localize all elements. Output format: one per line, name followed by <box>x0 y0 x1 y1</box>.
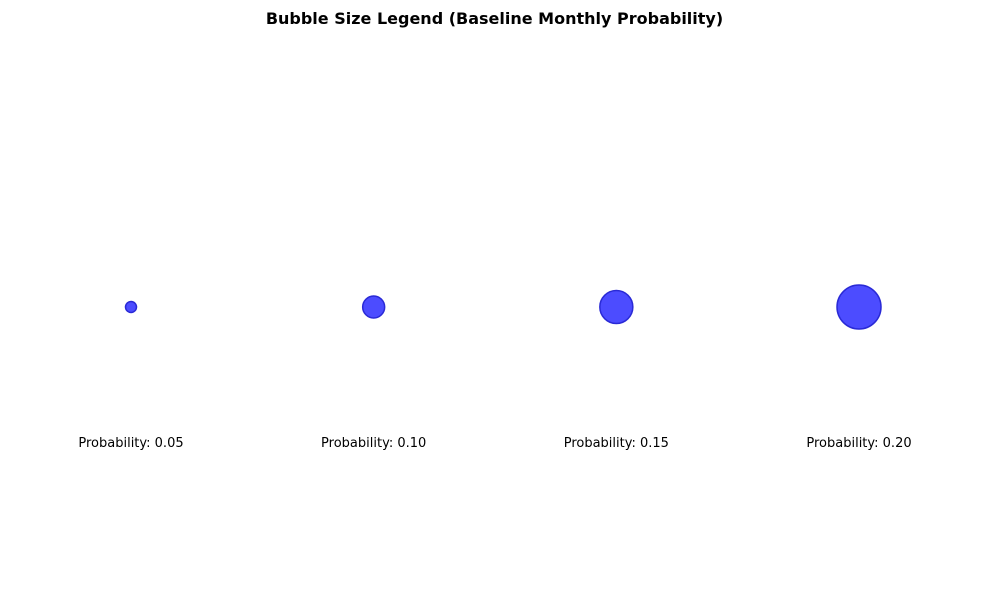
bubble-label-3: Probability: 0.15 <box>564 436 669 451</box>
bubble-4 <box>836 284 882 330</box>
bubble-labels: Probability: 0.05 Probability: 0.10 Probab… <box>78 436 911 451</box>
chart-title: Bubble Size Legend (Baseline Monthly Pro… <box>266 9 723 28</box>
bubble-label-4: Probability: 0.20 <box>806 436 911 451</box>
bubble-3 <box>599 289 634 325</box>
bubble-1 <box>124 300 138 314</box>
bubble-2 <box>361 295 386 319</box>
bubble-label-1: Probability: 0.05 <box>78 436 183 451</box>
bubble-series <box>124 284 882 330</box>
bubble-label-2: Probability: 0.10 <box>321 436 426 451</box>
